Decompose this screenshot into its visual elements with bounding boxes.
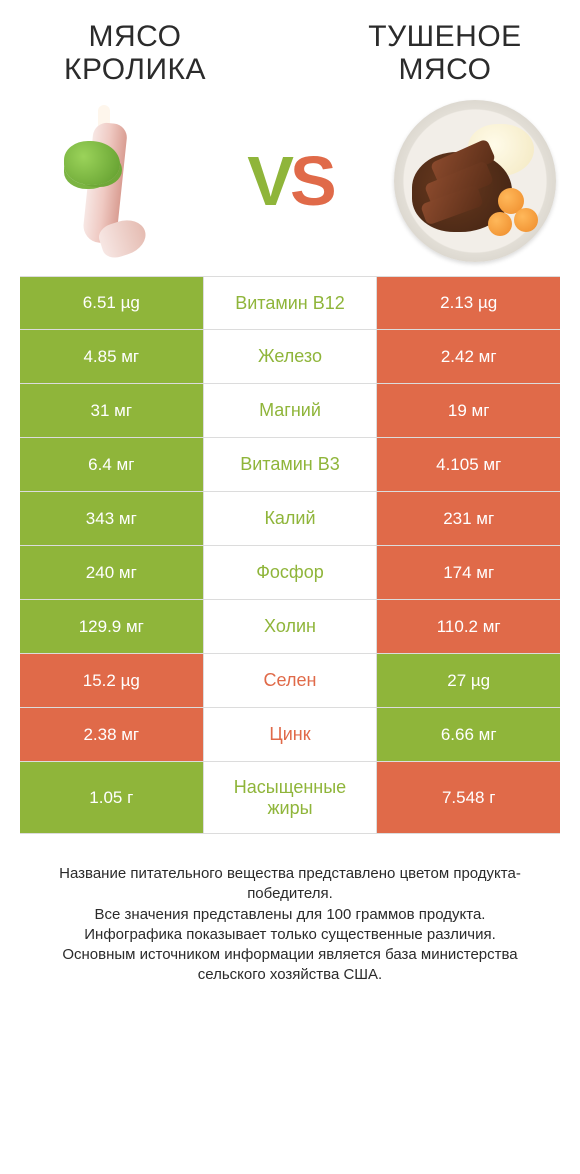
rabbit-icon <box>40 101 170 261</box>
cell-left-value: 129.9 мг <box>20 600 204 653</box>
vs-v: V <box>247 142 290 220</box>
cell-right-value: 174 мг <box>376 546 560 599</box>
cell-right-value: 231 мг <box>376 492 560 545</box>
cell-right-value: 7.548 г <box>376 762 560 833</box>
footer-line: Инфографика показывает только существенн… <box>28 925 552 945</box>
cell-nutrient-label: Холин <box>204 600 377 653</box>
cell-right-value: 6.66 мг <box>376 708 560 761</box>
cell-nutrient-label: Цинк <box>204 708 377 761</box>
table-row: 31 мгМагний19 мг <box>20 384 560 438</box>
table-row: 1.05 гНасыщенные жиры7.548 г <box>20 762 560 834</box>
table-row: 343 мгКалий231 мг <box>20 492 560 546</box>
comparison-table: 6.51 µgВитамин B122.13 µg4.85 мгЖелезо2.… <box>20 276 560 834</box>
cell-nutrient-label: Железо <box>204 330 377 383</box>
title-left: Мясо кролика <box>20 20 250 86</box>
table-row: 4.85 мгЖелезо2.42 мг <box>20 330 560 384</box>
cell-right-value: 110.2 мг <box>376 600 560 653</box>
table-row: 6.4 мгВитамин B34.105 мг <box>20 438 560 492</box>
image-left <box>20 96 190 266</box>
footer-notes: Название питательного вещества представл… <box>20 864 560 986</box>
infographic-root: Мясо кролика Тушеное мясо VS <box>0 0 580 1174</box>
cell-left-value: 15.2 µg <box>20 654 204 707</box>
cell-left-value: 6.4 мг <box>20 438 204 491</box>
footer-line: Основным источником информации является … <box>28 945 552 986</box>
cell-nutrient-label: Витамин B3 <box>204 438 377 491</box>
image-right <box>390 96 560 266</box>
cell-nutrient-label: Калий <box>204 492 377 545</box>
cell-left-value: 1.05 г <box>20 762 204 833</box>
cell-right-value: 4.105 мг <box>376 438 560 491</box>
vs-s: S <box>290 142 333 220</box>
cell-left-value: 4.85 мг <box>20 330 204 383</box>
cell-right-value: 2.13 µg <box>376 277 560 329</box>
cell-left-value: 343 мг <box>20 492 204 545</box>
cell-nutrient-label: Витамин B12 <box>204 277 377 329</box>
footer-line: Название питательного вещества представл… <box>28 864 552 905</box>
title-right: Тушеное мясо <box>330 20 560 86</box>
footer-line: Все значения представлены для 100 граммо… <box>28 905 552 925</box>
cell-nutrient-label: Насыщенные жиры <box>204 762 377 833</box>
table-row: 2.38 мгЦинк6.66 мг <box>20 708 560 762</box>
image-row: VS <box>20 96 560 266</box>
cell-right-value: 27 µg <box>376 654 560 707</box>
table-row: 240 мгФосфор174 мг <box>20 546 560 600</box>
plate-icon <box>390 96 560 266</box>
cell-left-value: 31 мг <box>20 384 204 437</box>
header: Мясо кролика Тушеное мясо <box>20 20 560 86</box>
table-row: 6.51 µgВитамин B122.13 µg <box>20 276 560 330</box>
table-row: 15.2 µgСелен27 µg <box>20 654 560 708</box>
cell-right-value: 19 мг <box>376 384 560 437</box>
cell-left-value: 240 мг <box>20 546 204 599</box>
cell-nutrient-label: Селен <box>204 654 377 707</box>
cell-right-value: 2.42 мг <box>376 330 560 383</box>
cell-nutrient-label: Фосфор <box>204 546 377 599</box>
cell-left-value: 6.51 µg <box>20 277 204 329</box>
cell-nutrient-label: Магний <box>204 384 377 437</box>
table-row: 129.9 мгХолин110.2 мг <box>20 600 560 654</box>
cell-left-value: 2.38 мг <box>20 708 204 761</box>
vs-label: VS <box>247 141 332 221</box>
